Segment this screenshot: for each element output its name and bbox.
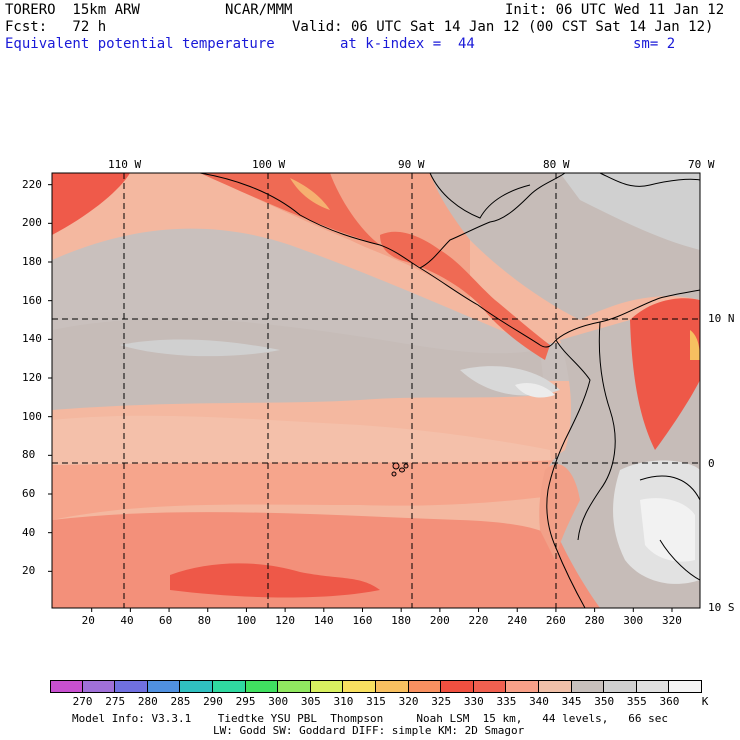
forecast-hour: Fcst: 72 h	[5, 19, 107, 35]
colorbar-label: 270	[72, 695, 93, 708]
x-index-tick-label: 220	[468, 614, 489, 627]
x-index-tick-label: 60	[159, 614, 173, 627]
theta-e-field	[52, 173, 700, 608]
lon-label-80w: 80 W	[543, 158, 570, 171]
colorbar-swatch	[473, 680, 507, 693]
colorbar-label: 285	[170, 695, 191, 708]
colorbar-label: 330	[463, 695, 484, 708]
x-index-tick-label: 100	[236, 614, 257, 627]
colorbar-label: 345	[561, 695, 582, 708]
init-time: Init: 06 UTC Wed 11 Jan 12	[505, 2, 725, 18]
colorbar-swatch	[278, 680, 311, 693]
model-title: TORERO 15km ARW	[5, 2, 140, 18]
lon-label-70w: 70 W	[688, 158, 715, 171]
y-index-tick-label: 200	[22, 216, 42, 230]
x-index-tick-label: 300	[623, 614, 644, 627]
colorbar-label: 315	[366, 695, 386, 708]
lat-label-0: 0	[708, 457, 715, 470]
y-index-tick-label: 60	[22, 487, 36, 500]
physics-info-line: LW: Godd SW: Goddard DIFF: simple KM: 2D…	[213, 724, 525, 737]
field-name: Equivalent potential temperature	[5, 36, 275, 52]
colorbar-swatch	[441, 680, 474, 693]
y-index-tick-label: 40	[22, 525, 36, 539]
colorbar-label: 275	[105, 695, 126, 708]
x-index-tick-label: 260	[545, 614, 566, 627]
colorbar-swatch	[506, 680, 539, 693]
lon-label-100w: 100 W	[252, 158, 286, 171]
colorbar-label: 320	[398, 695, 419, 708]
colorbar-label: 340	[529, 695, 549, 708]
y-index-tick-label: 140	[22, 332, 42, 346]
axis-ticks	[48, 184, 673, 612]
y-index-tick-label: 220	[22, 177, 42, 191]
x-index-tick-label: 240	[507, 614, 528, 627]
x-index-tick-label: 280	[584, 614, 605, 627]
colorbar-swatch	[82, 680, 116, 693]
colorbar-swatch	[180, 680, 213, 693]
lon-label-90w: 90 W	[398, 158, 425, 171]
x-index-tick-label: 40	[120, 614, 134, 627]
colorbar-swatch	[604, 680, 637, 693]
colorbar-swatch	[213, 680, 246, 693]
y-index-tick-label: 20	[22, 564, 36, 578]
x-index-tick-label: 200	[429, 614, 450, 627]
x-index-tick-label: 120	[275, 614, 295, 627]
x-index-tick-label: 140	[313, 614, 334, 627]
colorbar-swatch	[310, 680, 344, 693]
colorbar-swatch	[636, 680, 670, 693]
colorbar-swatch	[115, 680, 148, 693]
colorbar-label: 305	[300, 695, 321, 708]
lat-lon-gridlines	[52, 173, 700, 608]
colorbar-label: 335	[496, 695, 517, 708]
x-index-tick-label: 180	[391, 614, 412, 627]
y-index-tick-label: 100	[22, 409, 42, 423]
coastlines	[199, 173, 700, 608]
map-frame	[51, 172, 701, 609]
colorbar-swatch	[376, 680, 409, 693]
colorbar-label: 300	[268, 695, 289, 708]
model-info-line: Model Info: V3.3.1 Tiedtke YSU PBL Thomp…	[72, 712, 669, 725]
colorbar-swatch	[343, 680, 376, 693]
lat-label-10s: 10 S	[708, 601, 735, 614]
y-index-tick-label: 120	[22, 371, 42, 384]
colorbar-swatch	[245, 680, 279, 693]
valid-time: Valid: 06 UTC Sat 14 Jan 12 (00 CST Sat …	[292, 19, 714, 35]
y-index-tick-label: 80	[22, 448, 36, 462]
colorbar-label: 325	[431, 695, 452, 708]
level-label: at k-index = 44	[340, 36, 475, 52]
colorbar-swatch	[539, 680, 572, 693]
colorbar-frame	[50, 680, 702, 693]
colorbar-swatch	[147, 680, 181, 693]
colorbar-label: 290	[203, 695, 223, 708]
lon-label-110w: 110 W	[108, 158, 142, 171]
colorbar-label: 350	[594, 695, 615, 708]
x-index-tick-label: 320	[661, 614, 682, 627]
y-index-tick-label: 160	[22, 293, 42, 307]
colorbar-label: 355	[626, 695, 647, 708]
colorbar-swatch	[408, 680, 442, 693]
colorbar-swatch	[571, 680, 605, 693]
colorbar-label: 280	[137, 695, 158, 708]
x-index-tick-label: 160	[352, 614, 373, 627]
colorbar-label: 295	[235, 695, 256, 708]
colorbar-label: 310	[333, 695, 354, 708]
center-title: NCAR/MMM	[225, 2, 293, 18]
y-index-tick-label: 180	[22, 255, 42, 268]
colorbar-label: 360	[659, 695, 680, 708]
x-index-tick-label: 80	[197, 614, 211, 627]
smoothing-label: sm= 2	[633, 36, 676, 52]
x-index-tick-label: 20	[81, 614, 95, 627]
galapagos-islands	[391, 462, 409, 477]
lat-label-10n: 10 N	[708, 312, 735, 325]
colorbar-unit: K	[701, 695, 709, 708]
colorbar-swatch	[50, 680, 83, 693]
